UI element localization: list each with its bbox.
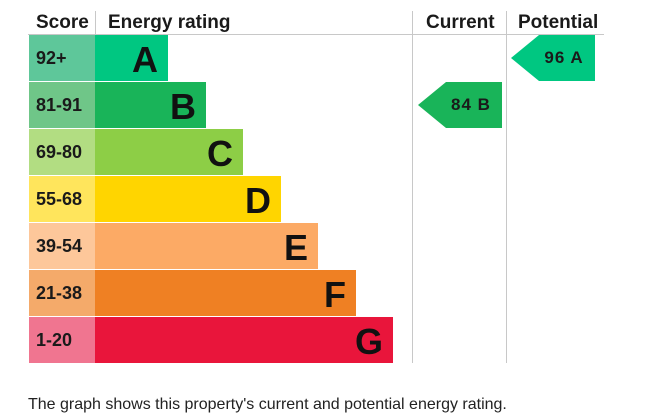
current-column-divider: [412, 11, 413, 363]
rating-bar-a: A: [95, 35, 168, 81]
rating-bar-b: B: [95, 82, 206, 128]
score-header: Score: [36, 12, 89, 33]
rating-bar-e: E: [95, 223, 318, 269]
current-rating-arrow-shape: [418, 82, 502, 128]
chart-caption: The graph shows this property's current …: [28, 396, 507, 413]
rating-bar-g: G: [95, 317, 393, 363]
score-range-b: 81-91: [29, 82, 95, 128]
header-divider: [28, 34, 604, 35]
rating-letter-c: C: [207, 133, 233, 174]
potential-rating-arrow-shape: [511, 35, 595, 81]
current-rating-arrow-label: 84 B: [451, 95, 491, 114]
rating-letter-d: D: [245, 180, 271, 221]
potential-rating-arrow: 96 A: [511, 35, 595, 81]
score-range-e: 39-54: [29, 223, 95, 269]
potential-column-divider: [506, 11, 507, 363]
rating-letter-g: G: [354, 321, 383, 362]
score-range-d: 55-68: [29, 176, 95, 222]
rating-letter-b: B: [170, 86, 196, 127]
current-header: Current: [426, 12, 495, 33]
potential-rating-arrow-label: 96 A: [544, 48, 584, 67]
rating-letter-e: E: [283, 227, 308, 268]
rating-bar-d: D: [95, 176, 281, 222]
score-column-divider: [95, 11, 96, 35]
current-rating-arrow: 84 B: [418, 82, 502, 128]
rating-letter-f: F: [324, 274, 346, 315]
rating-letter-a: A: [132, 39, 158, 80]
energy-rating-header: Energy rating: [108, 12, 231, 33]
rating-bar-c: C: [95, 129, 243, 175]
score-range-f: 21-38: [29, 270, 95, 316]
potential-header: Potential: [518, 12, 599, 33]
score-range-a: 92+: [29, 35, 95, 81]
rating-bar-f: F: [95, 270, 356, 316]
score-range-g: 1-20: [29, 317, 95, 363]
score-range-c: 69-80: [29, 129, 95, 175]
